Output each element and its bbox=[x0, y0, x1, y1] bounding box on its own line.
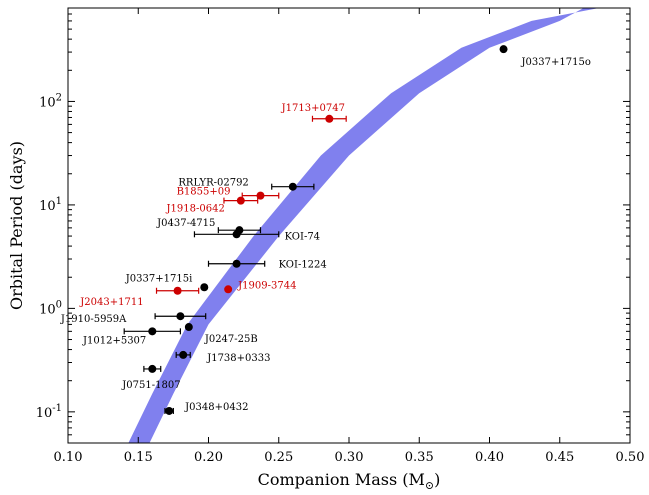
point-label: KOI-1224 bbox=[279, 260, 327, 271]
data-points: J0337+1715o J1713+0747 RRLYR-02792B1855+09… bbox=[60, 45, 591, 415]
y-tick-label: 102 bbox=[39, 92, 62, 110]
point-j1713+0747 bbox=[325, 114, 334, 123]
point-j1909-3744 bbox=[224, 285, 233, 294]
point-koi-1224 bbox=[232, 259, 241, 268]
point-j1012+5307 bbox=[148, 327, 157, 336]
x-tick-label: 0.15 bbox=[124, 450, 153, 465]
point-label: KOI-74 bbox=[285, 231, 320, 242]
point-label: J0348+0432 bbox=[184, 402, 248, 413]
x-axis-label: Companion Mass (M⊙) bbox=[258, 470, 441, 492]
point-label: J1012+5307 bbox=[82, 335, 146, 346]
y-tick-label: 101 bbox=[39, 196, 62, 214]
point-label: J1713+0747 bbox=[281, 103, 345, 114]
x-tick-label: 0.50 bbox=[616, 450, 645, 465]
x-tick-label: 0.40 bbox=[475, 450, 504, 465]
point-label: J1909-3744 bbox=[237, 280, 296, 291]
point-label: J0751-1807 bbox=[121, 380, 180, 391]
axis-tick-labels: 0.10 0.15 0.20 0.25 0.30 0.35 0.40 0.45 0.50 10-1… bbox=[36, 92, 645, 465]
y-tick-label: 10-1 bbox=[36, 403, 62, 421]
x-tick-label: 0.25 bbox=[264, 450, 293, 465]
point-label: J0337+1715o bbox=[521, 57, 591, 68]
point-j1738+0333 bbox=[179, 350, 188, 359]
x-tick-label: 0.30 bbox=[335, 450, 364, 465]
point-label: J1910-5959A bbox=[60, 314, 127, 325]
x-tick-label: 0.10 bbox=[54, 450, 83, 465]
point-label: J0337+1715i bbox=[125, 273, 192, 284]
point-label: J0247-25B bbox=[204, 334, 258, 345]
point-j1910-5959a bbox=[176, 312, 185, 321]
point-label: J1738+0333 bbox=[206, 353, 270, 364]
point-label: B1855+09 bbox=[177, 187, 231, 198]
point-label: J2043+1711 bbox=[79, 297, 143, 308]
point-j0247-25b bbox=[184, 323, 193, 332]
point-rrlyr-02792 bbox=[288, 182, 297, 191]
x-tick-label: 0.35 bbox=[405, 450, 434, 465]
point-j0337+1715o bbox=[499, 45, 508, 54]
point-label: J0437-4715 bbox=[156, 218, 215, 229]
point-j0337+1715i bbox=[200, 283, 209, 292]
y-tick-label: 100 bbox=[39, 299, 62, 317]
point-label: RRLYR-02792 bbox=[178, 178, 248, 189]
x-tick-label: 0.45 bbox=[545, 450, 574, 465]
point-j1918-0642 bbox=[236, 196, 245, 205]
point-j0751-1807 bbox=[148, 364, 157, 373]
plot-frame bbox=[67, 7, 631, 444]
x-tick-label: 0.20 bbox=[194, 450, 223, 465]
point-koi-74 bbox=[232, 230, 241, 239]
point-label: J1918-0642 bbox=[166, 204, 225, 215]
point-j0348+0432 bbox=[165, 406, 174, 415]
point-j2043+1711 bbox=[173, 286, 182, 295]
y-axis-label: Orbital Period (days) bbox=[7, 141, 26, 310]
axis-ticks bbox=[67, 7, 631, 444]
point-b1855+09 bbox=[256, 191, 265, 200]
